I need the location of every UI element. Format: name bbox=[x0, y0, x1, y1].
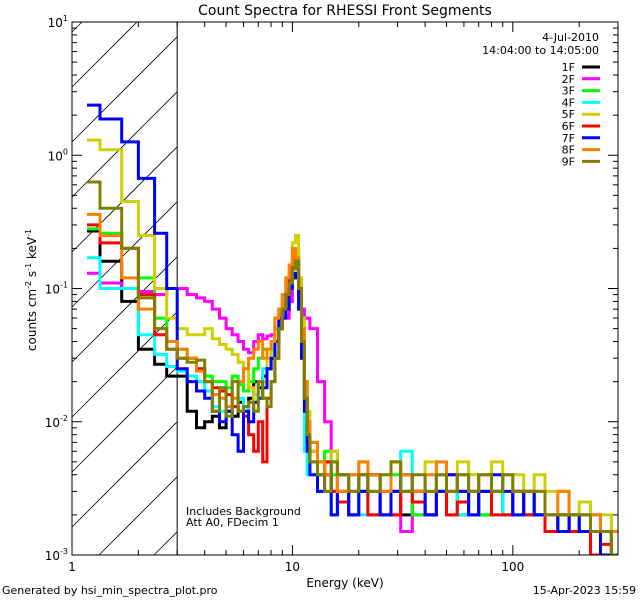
chart-title: Count Spectra for RHESSI Front Segments bbox=[198, 3, 492, 19]
y-tick-label: 100 bbox=[48, 147, 68, 163]
hatch-line bbox=[98, 476, 178, 556]
y-tick-label: 10-2 bbox=[45, 414, 68, 430]
x-tick-label: 100 bbox=[501, 560, 524, 574]
hatch-line bbox=[71, 421, 178, 528]
y-tick-label: 10-3 bbox=[45, 547, 68, 563]
legend-label-2F: 2F bbox=[562, 73, 575, 86]
hatch-line bbox=[71, 91, 178, 198]
y-tick-label: 10-1 bbox=[45, 281, 68, 297]
hatch-line bbox=[71, 36, 178, 143]
legend-label-3F: 3F bbox=[562, 85, 575, 98]
hatch-line bbox=[71, 21, 138, 88]
annotation-attenuator: Att A0, FDecim 1 bbox=[186, 516, 279, 529]
series-9F bbox=[87, 180, 618, 555]
legend-label-8F: 8F bbox=[562, 144, 575, 157]
x-tick-label: 10 bbox=[285, 560, 300, 574]
hatch-line bbox=[71, 256, 178, 363]
footer-generated-by: Generated by hsi_min_spectra_plot.pro bbox=[2, 584, 218, 597]
legend-label-4F: 4F bbox=[562, 96, 575, 109]
hatch-line bbox=[71, 201, 178, 308]
footer-timestamp: 15-Apr-2023 15:59 bbox=[533, 584, 636, 597]
legend-label-7F: 7F bbox=[562, 132, 575, 145]
legend-label-6F: 6F bbox=[562, 120, 575, 133]
legend-label-9F: 9F bbox=[562, 155, 575, 168]
annotation-background: Includes Background bbox=[186, 505, 301, 518]
legend-label-5F: 5F bbox=[562, 108, 575, 121]
excluded-region-hatch bbox=[71, 21, 178, 556]
hatch-line bbox=[71, 366, 178, 473]
hatch-line bbox=[71, 146, 178, 253]
annotation-time-range: 14:04:00 to 14:05:00 bbox=[482, 44, 599, 57]
hatch-line bbox=[71, 21, 83, 33]
y-tick-label: 101 bbox=[48, 14, 68, 30]
hatch-line bbox=[153, 531, 178, 556]
legend-label-1F: 1F bbox=[562, 61, 575, 74]
annotation-date: 4-Jul-2010 bbox=[542, 31, 599, 44]
y-axis-label: counts cm-2 s-1 keV-1 bbox=[24, 229, 39, 351]
x-tick-label: 1 bbox=[68, 560, 76, 574]
x-axis-label: Energy (keV) bbox=[306, 576, 383, 590]
